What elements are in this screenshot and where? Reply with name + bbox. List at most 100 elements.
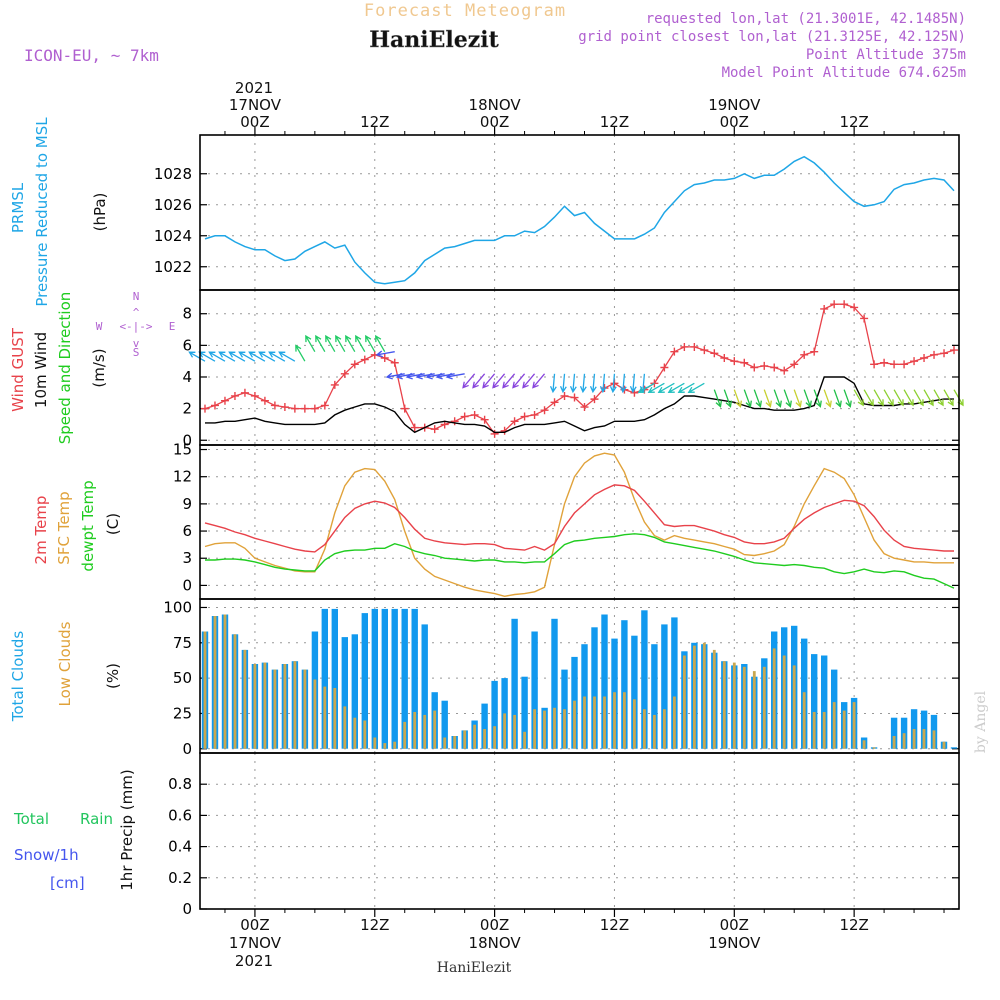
- low-cloud-bar: [313, 679, 317, 749]
- prmsl-line: [204, 155, 955, 285]
- total-cloud-bar: [651, 644, 658, 749]
- wind-arrow: [793, 389, 802, 408]
- gust-marker: [920, 354, 929, 363]
- p3-label-unit: (C): [104, 513, 122, 535]
- gust-marker: [700, 346, 709, 355]
- wind-arrow: [355, 334, 366, 353]
- gust-marker: [900, 360, 909, 369]
- total-cloud-bar: [361, 613, 368, 749]
- y-tick-label: 12: [173, 468, 192, 486]
- gust-marker: [230, 391, 239, 400]
- low-cloud-bar: [453, 736, 457, 749]
- gust-marker: [570, 393, 579, 402]
- low-cloud-bar: [473, 724, 476, 749]
- wind-arrow: [619, 373, 627, 394]
- low-cloud-bar: [483, 729, 486, 749]
- gust-marker: [800, 350, 809, 359]
- wind-arrow: [295, 344, 306, 362]
- wind-arrow: [278, 351, 296, 362]
- p5-label-rain: Rain: [80, 810, 113, 828]
- gust-marker: [350, 360, 359, 369]
- low-cloud-bar: [283, 664, 287, 749]
- wind-arrow: [599, 373, 607, 394]
- total-cloud-bar: [421, 624, 428, 749]
- low-cloud-bar: [223, 614, 227, 749]
- low-cloud-bar: [353, 717, 357, 749]
- model-altitude: Model Point Altitude 674.625m: [722, 65, 966, 81]
- p1-label-pressure: Pressure Reduced to MSL: [33, 117, 51, 307]
- low-cloud-bar: [842, 710, 846, 749]
- wind-arrow: [335, 334, 346, 353]
- total-cloud-bar: [890, 717, 898, 749]
- y-tick-label: 0: [182, 740, 192, 758]
- low-cloud-bar: [373, 737, 377, 749]
- wind-arrow: [462, 373, 476, 389]
- low-cloud-bar: [653, 714, 656, 749]
- panel-4: 0 25 50 75 100: [163, 598, 959, 758]
- gust-marker: [380, 354, 389, 363]
- p5-label-snow: Snow/1h: [14, 846, 79, 864]
- wind-arrow: [268, 351, 286, 362]
- gust-marker: [580, 403, 589, 412]
- low-cloud-bar: [263, 662, 267, 749]
- compass-n: N: [133, 290, 140, 303]
- low-cloud-bar: [822, 712, 826, 749]
- gust-marker: [680, 342, 689, 351]
- wind-arrow: [218, 351, 236, 362]
- total-cloud-bar: [521, 676, 528, 749]
- wind-arrow: [375, 334, 386, 353]
- wind-arrow: [435, 372, 455, 380]
- total-cloud-bar: [551, 618, 558, 749]
- wind-arrow: [893, 389, 904, 407]
- wind-arrow: [345, 334, 356, 353]
- p3-label-2m: 2m Temp: [32, 496, 50, 565]
- low-cloud-bar: [203, 631, 207, 749]
- gust-marker: [780, 366, 789, 375]
- low-cloud-bar: [623, 692, 626, 749]
- gust-marker: [870, 360, 879, 369]
- compass-arrows: <-|->: [119, 320, 152, 333]
- top-time-label: 00Z: [720, 113, 749, 131]
- gust-marker: [520, 412, 529, 421]
- y-tick-label: 0.2: [168, 869, 192, 887]
- y-tick-label: 50: [173, 669, 192, 687]
- y-tick-label: 1024: [154, 227, 192, 245]
- 2m-temp-line: [204, 484, 954, 553]
- gust-marker: [770, 363, 779, 372]
- gust-marker: [550, 398, 559, 407]
- wind-arrow: [637, 382, 655, 393]
- wind-arrow: [853, 389, 864, 407]
- low-cloud-bar: [583, 696, 586, 749]
- gust-marker: [210, 401, 219, 410]
- top-date-label: 18NOV: [469, 96, 522, 114]
- low-cloud-bar: [902, 733, 906, 749]
- total-cloud-bar: [381, 608, 388, 749]
- watermark: by Angel: [973, 690, 989, 753]
- low-cloud-bar: [503, 713, 506, 749]
- low-cloud-bar: [273, 669, 277, 749]
- low-cloud-bar: [393, 741, 397, 749]
- low-cloud-bar: [932, 730, 936, 749]
- wind-arrow: [713, 389, 723, 408]
- gust-marker: [240, 388, 249, 397]
- gust-marker: [290, 404, 299, 413]
- wind-arrow: [549, 373, 557, 394]
- top-time-label: 00Z: [240, 113, 269, 131]
- gust-marker: [830, 300, 839, 309]
- y-tick-label: 0.8: [168, 775, 192, 793]
- y-tick-label: 75: [173, 634, 192, 652]
- gust-marker: [250, 391, 259, 400]
- total-cloud-bar: [481, 703, 488, 749]
- gust-marker: [400, 404, 409, 413]
- wind-arrow: [753, 389, 762, 408]
- wind-arrow: [375, 350, 395, 358]
- y-tick-label: 0.6: [168, 806, 192, 824]
- wind-arrow: [609, 373, 617, 394]
- low-cloud-bar: [443, 737, 447, 749]
- low-cloud-bar: [722, 661, 726, 749]
- wind-arrow: [405, 372, 425, 380]
- y-tick-label: 0: [182, 900, 192, 918]
- gust-marker: [660, 363, 669, 372]
- wind-arrow: [395, 372, 415, 380]
